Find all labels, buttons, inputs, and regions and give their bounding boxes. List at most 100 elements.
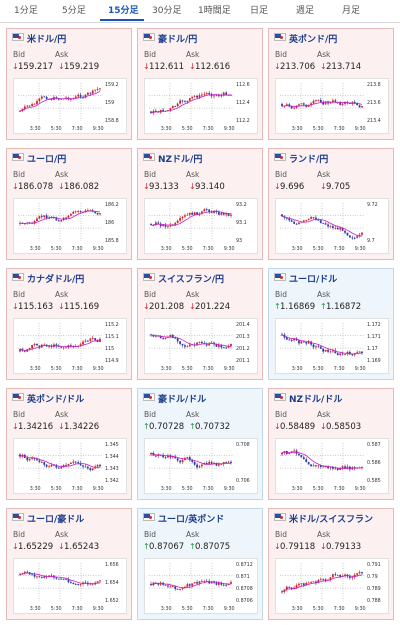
- y-tick-label: 115.2: [105, 322, 119, 328]
- candle-body: [38, 98, 41, 102]
- candle-body: [167, 226, 169, 228]
- candle-body: [336, 468, 339, 471]
- y-tick-label: 213.4: [367, 118, 381, 124]
- pair-title[interactable]: 英ポンド/ドル: [27, 395, 85, 405]
- candle-body: [19, 574, 21, 576]
- pair-title[interactable]: カナダドル/円: [27, 275, 85, 285]
- pair-title[interactable]: 英ポンド/円: [289, 35, 338, 45]
- card-eur-usd[interactable]: ユーロ/ドル Bid Ask ↑ 1.16869 ↑ 1.16872 1.172 1.171 1.…: [268, 268, 394, 380]
- candle-body: [285, 104, 288, 106]
- ask-value: 0.58503: [326, 422, 362, 432]
- x-tick-label: 3:30: [161, 486, 172, 492]
- candle-body: [198, 95, 201, 98]
- card-nzd-jpy[interactable]: NZドル/円 Bid Ask ↓ 93.133 ↓ 93.140 93.2 93.1 93 3:30…: [137, 148, 263, 260]
- candle-body: [353, 101, 356, 104]
- chart-svg: 1.656 1.654 1.652 3:30 5:30 7:30 9:30: [18, 562, 119, 612]
- candle-body: [43, 344, 46, 346]
- bid-label: Bid: [144, 410, 156, 419]
- mini-candle-chart[interactable]: 186.2 186 185.8 3:30 5:30 7:30 9:30: [13, 198, 127, 254]
- candle-body: [60, 220, 63, 222]
- chart-svg: 9.72 9.7 3:30 5:30 7:30 9:30: [280, 202, 378, 252]
- x-tick-label: 3:30: [161, 366, 172, 372]
- tab-3[interactable]: 30分足: [152, 6, 182, 16]
- candle-body: [67, 215, 70, 218]
- candle-body: [65, 347, 67, 349]
- card-nzd-usd[interactable]: NZドル/ドル Bid Ask ↓ 0.58489 ↓ 0.58503 0.587 0.586 0…: [268, 388, 394, 500]
- card-gbp-jpy[interactable]: 英ポンド/円 Bid Ask ↓ 213.706 ↓ 213.714 213.8 213.6 21…: [268, 28, 394, 140]
- mini-candle-chart[interactable]: 0.8712 0.871 0.8708 0.8706 3:30 5:30 7:30 9:30: [144, 558, 258, 614]
- pair-title[interactable]: ランド/円: [289, 155, 329, 165]
- card-aud-usd[interactable]: 豪ドル/ドル Bid Ask ↑ 0.70728 ↑ 0.70732 0.708 0.706 3:…: [137, 388, 263, 500]
- candle-body: [181, 100, 184, 102]
- mini-candle-chart[interactable]: 159.2 159 158.8 3:30 5:30 7:30 9:30: [13, 78, 127, 134]
- pair-title[interactable]: ユーロ/ドル: [289, 275, 338, 285]
- mini-candle-chart[interactable]: 112.6 112.4 112.2 3:30 5:30 7:30 9:30: [144, 78, 258, 134]
- mini-candle-chart[interactable]: 213.8 213.6 213.4 3:30 5:30 7:30 9:30: [275, 78, 389, 134]
- card-chf-jpy[interactable]: スイスフラン/円 Bid Ask ↓ 201.208 ↓ 201.224 201.4 201.3…: [137, 268, 263, 380]
- card-usd-jpy[interactable]: 米ドル/円 Bid Ask ↓ 159.217 ↓ 159.219 159.2 159 158.8…: [6, 28, 132, 140]
- candle-body: [157, 222, 160, 224]
- pair-title[interactable]: 豪ドル/円: [158, 35, 198, 45]
- card-zar-jpy[interactable]: ランド/円 Bid Ask ↓ 9.696 ↓ 9.705 9.72 9.7 3:30 5:30 7:…: [268, 148, 394, 260]
- mini-candle-chart[interactable]: 115.2 115.1 115 114.9 3:30 5:30 7:30 9:30: [13, 318, 127, 374]
- tab-2[interactable]: 15分足: [108, 6, 139, 16]
- tab-7[interactable]: 月足: [342, 6, 361, 16]
- mini-candle-chart[interactable]: 0.708 0.706 3:30 5:30 7:30 9:30: [144, 438, 258, 494]
- candle-body: [72, 345, 75, 347]
- card-gbp-usd[interactable]: 英ポンド/ドル Bid Ask ↓ 1.34216 ↓ 1.34226 1.345 1.344 1…: [6, 388, 132, 500]
- tab-6[interactable]: 週足: [296, 6, 315, 16]
- candle-body: [334, 350, 337, 354]
- arrow-down-icon: ↓: [58, 62, 65, 71]
- candle-body: [322, 579, 325, 581]
- candle-body: [33, 103, 36, 105]
- mini-candle-chart[interactable]: 201.4 201.3 201.2 201.1 3:30 5:30 7:30 9:30: [144, 318, 258, 374]
- arrow-down-icon: ↓: [274, 542, 281, 551]
- bid-value: 201.208: [149, 302, 185, 312]
- pair-title[interactable]: NZドル/円: [158, 155, 203, 165]
- candle-body: [91, 338, 94, 339]
- card-header: ランド/円: [269, 149, 393, 166]
- bid-label: Bid: [275, 50, 287, 59]
- tab-0[interactable]: 1分足: [14, 6, 38, 16]
- mini-candle-chart[interactable]: 1.656 1.654 1.652 3:30 5:30 7:30 9:30: [13, 558, 127, 614]
- card-cad-jpy[interactable]: カナダドル/円 Bid Ask ↓ 115.163 ↓ 115.169 115.2 115.1 1…: [6, 268, 132, 380]
- pair-title[interactable]: ユーロ/豪ドル: [27, 515, 85, 525]
- card-eur-jpy[interactable]: ユーロ/円 Bid Ask ↓ 186.078 ↓ 186.082 186.2 186 185.8…: [6, 148, 132, 260]
- x-tick-label: 9:30: [93, 606, 104, 612]
- pair-title[interactable]: NZドル/ドル: [289, 395, 343, 405]
- candle-body: [174, 456, 177, 459]
- mini-candle-chart[interactable]: 9.72 9.7 3:30 5:30 7:30 9:30: [275, 198, 389, 254]
- ask-value: 213.714: [326, 62, 362, 72]
- candle-body: [154, 335, 157, 337]
- mini-candle-chart[interactable]: 0.587 0.586 0.585 3:30 5:30 7:30 9:30: [275, 438, 389, 494]
- candle-body: [329, 351, 332, 353]
- mini-candle-chart[interactable]: 93.2 93.1 93 3:30 5:30 7:30 9:30: [144, 198, 258, 254]
- ask-label: Ask: [317, 530, 331, 539]
- candle-body: [38, 216, 41, 219]
- pair-title[interactable]: スイスフラン/円: [158, 275, 225, 285]
- pair-title[interactable]: ユーロ/英ポンド: [158, 515, 225, 525]
- mini-candle-chart[interactable]: 1.172 1.171 1.17 1.169 3:30 5:30 7:30 9:30: [275, 318, 389, 374]
- candle-body: [169, 108, 172, 111]
- arrow-up-icon: ↑: [143, 542, 150, 551]
- pair-title[interactable]: ユーロ/円: [27, 155, 67, 165]
- pair-title[interactable]: 米ドル/円: [27, 35, 67, 45]
- y-tick-label: 93: [236, 238, 242, 244]
- candle-body: [74, 211, 77, 213]
- tab-4[interactable]: 1時間足: [198, 6, 231, 16]
- bid-value: 1.34216: [18, 422, 54, 432]
- tab-1[interactable]: 5分足: [62, 6, 86, 16]
- candle-body: [94, 338, 97, 340]
- card-aud-jpy[interactable]: 豪ドル/円 Bid Ask ↓ 112.611 ↓ 112.616 112.6 112.4 112…: [137, 28, 263, 140]
- candle-body: [31, 574, 34, 576]
- mini-candle-chart[interactable]: 0.791 0.79 0.789 0.788 3:30 5:30 7:30 9:30: [275, 558, 389, 614]
- mini-candle-chart[interactable]: 1.345 1.344 1.343 1.342 3:30 5:30 7:30 9:30: [13, 438, 127, 494]
- candle-body: [154, 455, 157, 457]
- card-eur-gbp[interactable]: ユーロ/英ポンド Bid Ask ↑ 0.87067 ↑ 0.87075 0.8712 0.87…: [137, 508, 263, 620]
- pair-title[interactable]: 豪ドル/ドル: [158, 395, 207, 405]
- candle-body: [154, 582, 157, 584]
- tab-5[interactable]: 日足: [250, 6, 269, 16]
- card-eur-aud[interactable]: ユーロ/豪ドル Bid Ask ↓ 1.65229 ↓ 1.65243 1.656 1.654 1…: [6, 508, 132, 620]
- pair-title[interactable]: 米ドル/スイスフラン: [289, 515, 374, 525]
- card-usd-chf[interactable]: 米ドル/スイスフラン Bid Ask ↓ 0.79118 ↓ 0.79133 0.791 0.7…: [268, 508, 394, 620]
